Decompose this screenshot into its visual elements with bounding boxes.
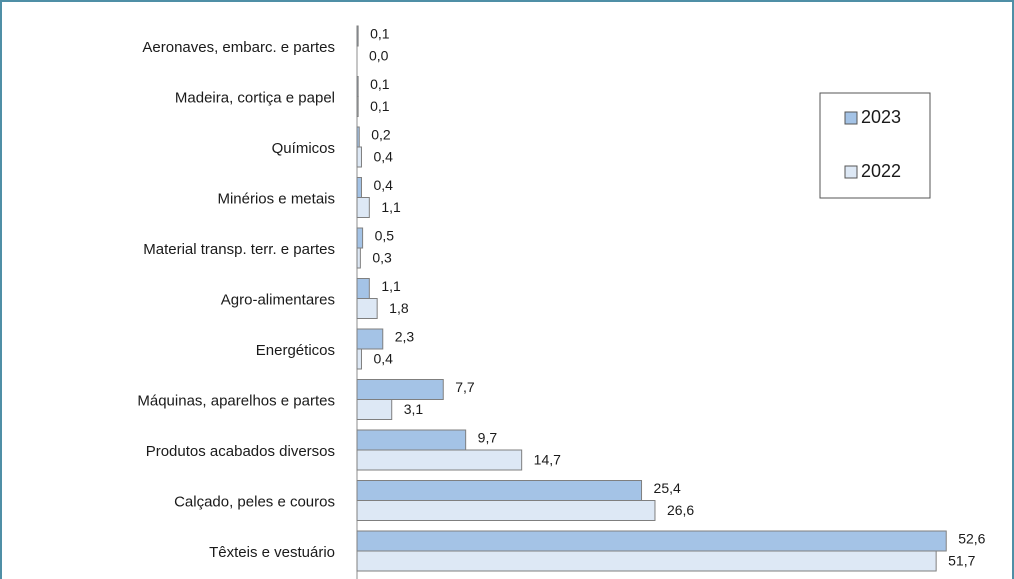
- value-label: 1,1: [381, 278, 401, 294]
- bar: [356, 177, 362, 198]
- category-label: Produtos acabados diversos: [146, 443, 335, 460]
- bar: [356, 278, 370, 299]
- bar: [356, 530, 947, 552]
- value-label: 0,4: [373, 149, 393, 165]
- bar: [356, 449, 523, 471]
- value-label: 14,7: [534, 452, 561, 468]
- legend-label: 2023: [861, 107, 901, 127]
- value-label: 2,3: [395, 329, 415, 345]
- bar: [356, 197, 370, 218]
- bar: [356, 480, 643, 501]
- value-label: 0,0: [369, 48, 389, 64]
- bar: [356, 298, 378, 319]
- value-label: 3,1: [404, 401, 424, 417]
- legend-box: [819, 92, 931, 199]
- value-label: 0,3: [372, 250, 392, 266]
- bar: [356, 126, 360, 148]
- value-label: 0,5: [375, 228, 395, 244]
- category-label: Aeronaves, embarc. e partes: [142, 39, 335, 56]
- value-label: 0,2: [371, 127, 391, 143]
- bar: [356, 247, 361, 269]
- category-label: Agro-alimentares: [221, 291, 335, 308]
- bar: [356, 328, 384, 350]
- legend-label: 2022: [861, 161, 901, 181]
- category-label: Madeira, cortiça e papel: [175, 89, 335, 106]
- bar: [356, 227, 364, 249]
- value-label: 26,6: [667, 502, 694, 518]
- category-label: Têxteis e vestuário: [209, 544, 335, 561]
- category-label: Calçado, peles e couros: [174, 493, 335, 510]
- value-label: 51,7: [948, 553, 975, 569]
- value-label: 1,8: [389, 300, 409, 316]
- value-label: 0,1: [370, 98, 390, 114]
- value-label: 25,4: [654, 480, 681, 496]
- category-label: Minérios e metais: [217, 190, 335, 207]
- value-label: 9,7: [478, 430, 498, 446]
- value-label: 1,1: [381, 199, 401, 215]
- bar: [356, 96, 359, 117]
- bar: [356, 25, 359, 47]
- value-label: 52,6: [958, 531, 985, 547]
- bar: [356, 399, 393, 420]
- bar: [356, 379, 444, 400]
- value-label: 0,1: [370, 26, 390, 42]
- bar: [356, 76, 359, 97]
- category-label: Material transp. terr. e partes: [143, 241, 335, 258]
- category-label: Energéticos: [256, 342, 335, 359]
- legend-swatch: [844, 111, 858, 125]
- value-label: 7,7: [455, 379, 475, 395]
- legend-swatch: [844, 165, 858, 179]
- value-label: 0,4: [373, 351, 393, 367]
- bar: [356, 550, 937, 572]
- value-label: 0,1: [370, 76, 390, 92]
- value-label: 0,4: [373, 177, 393, 193]
- category-label: Máquinas, aparelhos e partes: [137, 392, 335, 409]
- bar: [356, 348, 362, 370]
- category-label: Químicos: [272, 140, 335, 157]
- bar: [356, 146, 362, 168]
- bar: [356, 429, 467, 451]
- bar: [356, 500, 656, 521]
